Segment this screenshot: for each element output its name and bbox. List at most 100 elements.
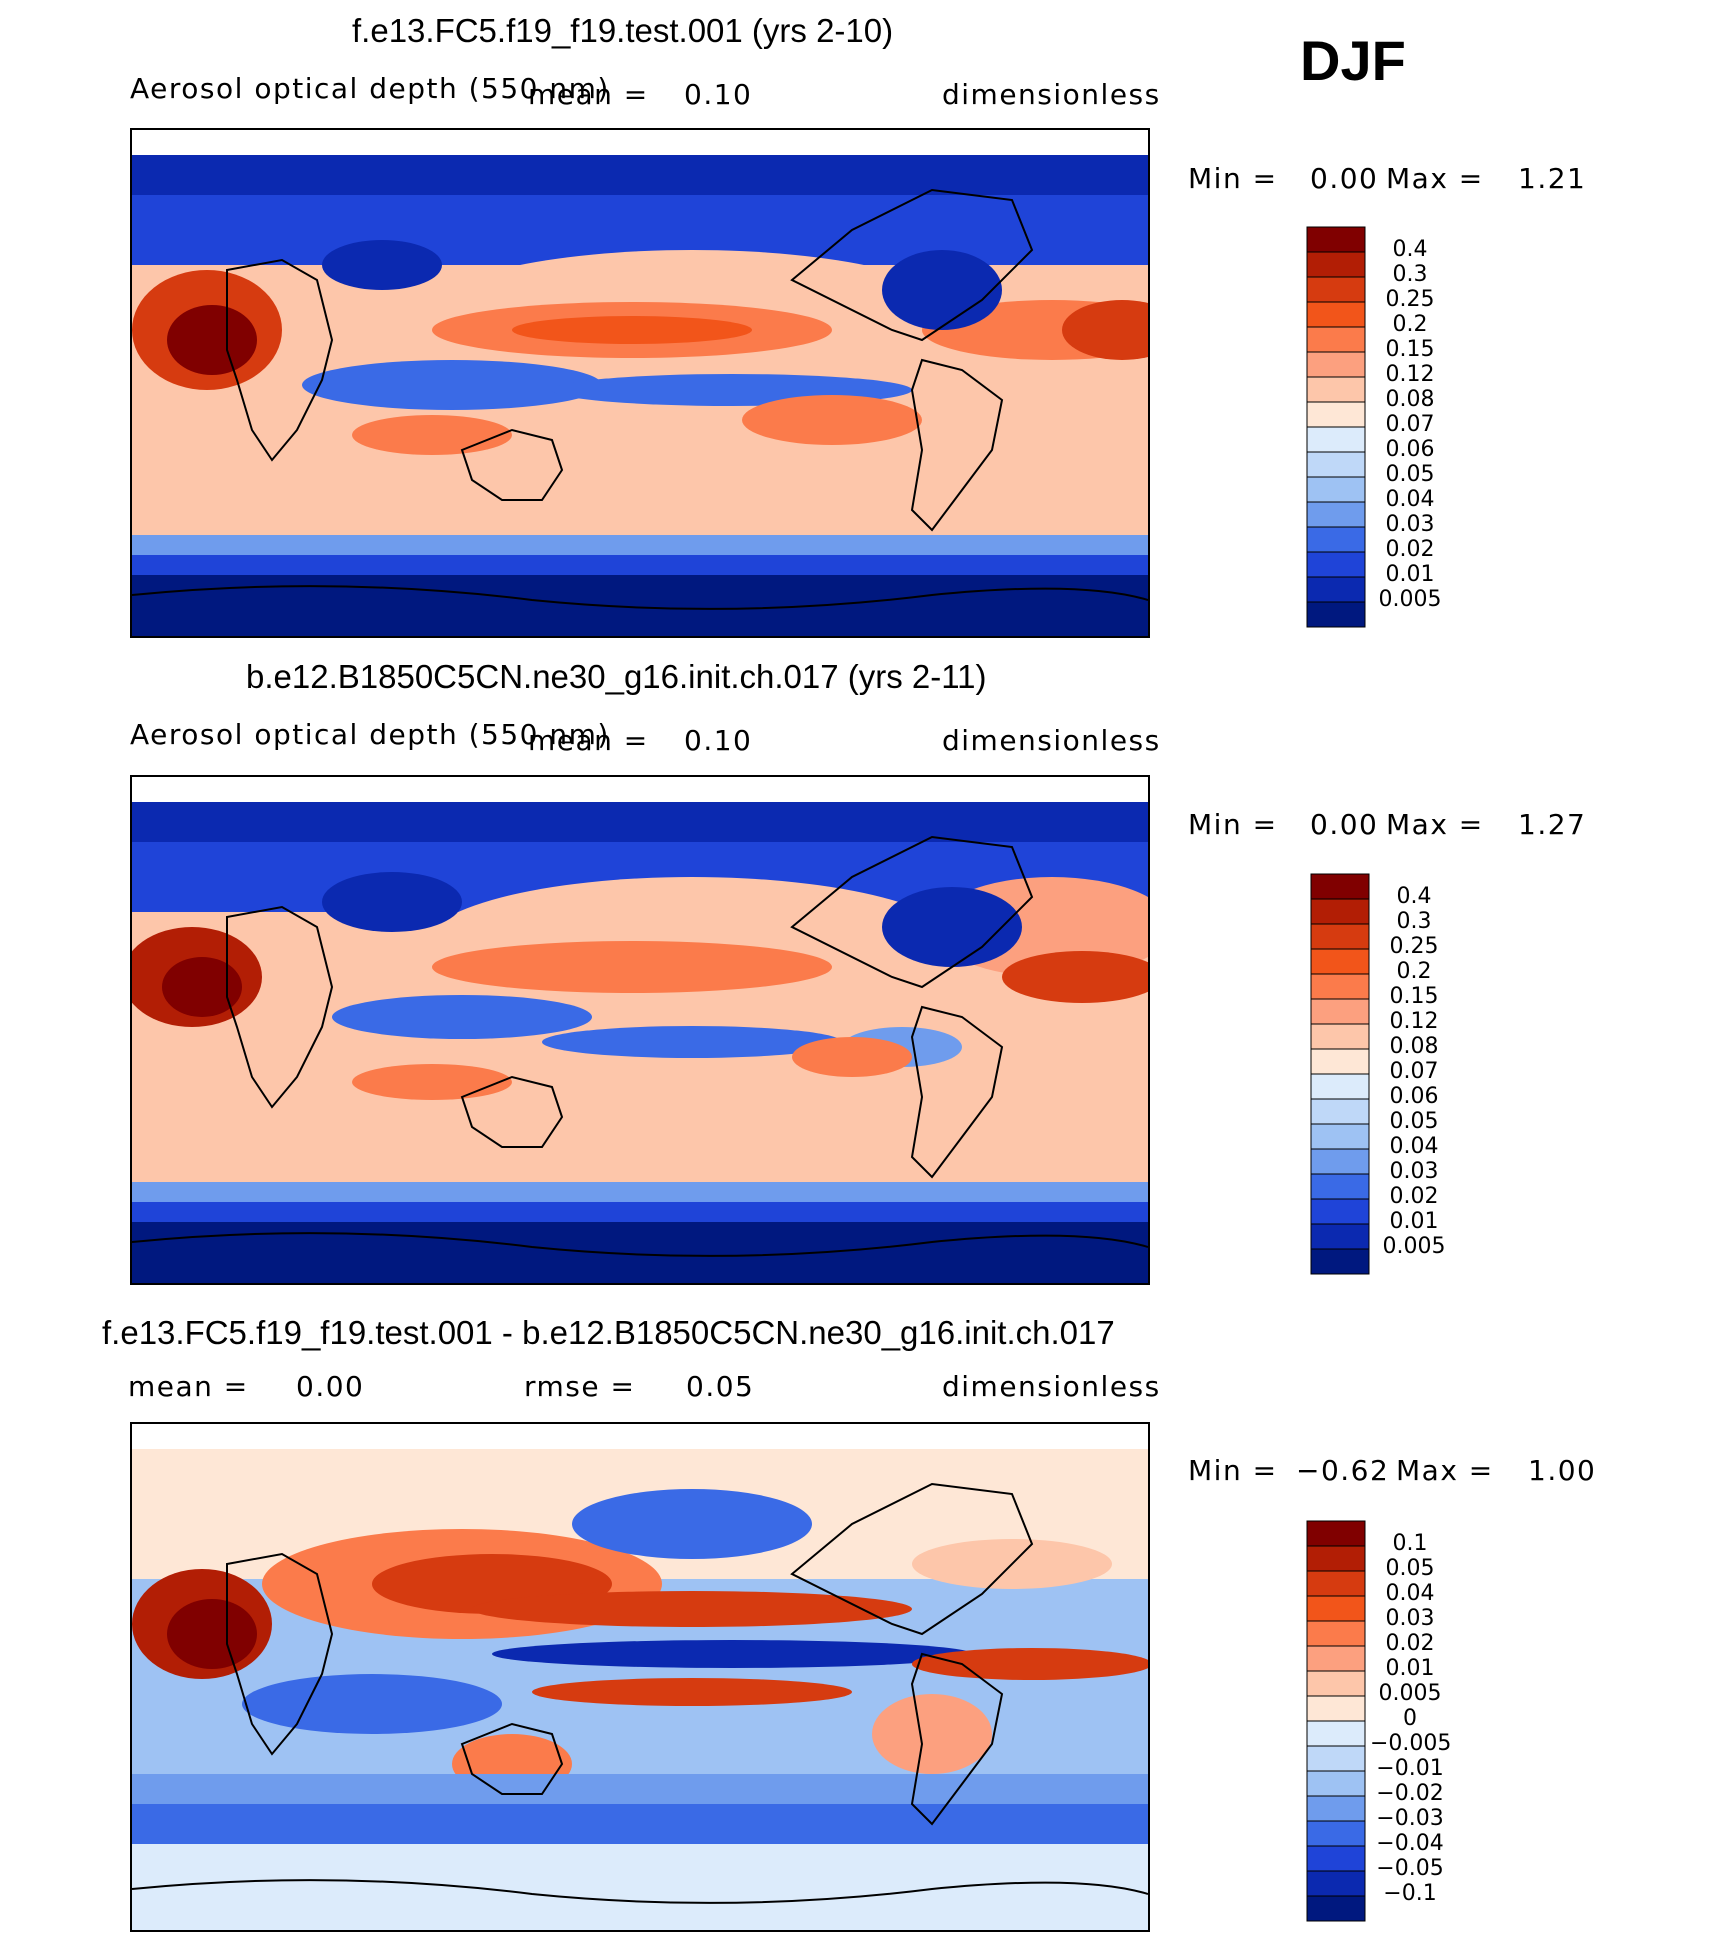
colorbar-swatch <box>1310 948 1370 975</box>
colorbar-label: 0.4 <box>1392 237 1428 262</box>
colorbar-swatch <box>1310 1173 1370 1200</box>
colorbar-swatch <box>1306 1745 1366 1772</box>
colorbar-label: 0.02 <box>1385 537 1435 562</box>
panel-3-rmse-value: 0.05 <box>686 1370 755 1403</box>
colorbar-label: 0.04 <box>1389 1134 1439 1159</box>
colorbar-swatch <box>1306 351 1366 378</box>
colorbar-swatch <box>1310 873 1370 900</box>
panel-3-rmse-label: rmse = <box>524 1370 636 1403</box>
colorbar-swatch <box>1306 1845 1366 1872</box>
colorbar-swatch <box>1306 501 1366 528</box>
colorbar-label: 0.03 <box>1385 1606 1435 1631</box>
panel-2-mean-label: mean = <box>528 724 649 757</box>
colorbar-swatch <box>1306 1870 1366 1897</box>
colorbar-label: 0.12 <box>1389 1009 1439 1034</box>
colorbar-swatch <box>1306 1595 1366 1622</box>
colorbar-label: −0.03 <box>1376 1806 1444 1831</box>
colorbar-label: −0.005 <box>1370 1731 1452 1756</box>
colorbar-swatch <box>1306 326 1366 353</box>
panel-3-units: dimensionless <box>942 1370 1161 1403</box>
colorbar-swatch <box>1310 1023 1370 1050</box>
panel-3-mean-label: mean = <box>128 1370 249 1403</box>
panel-3-min-value: −0.62 <box>1296 1454 1390 1487</box>
colorbar-label: 0.2 <box>1396 959 1432 984</box>
colorbar-label: 0.4 <box>1396 884 1432 909</box>
colorbar-swatch <box>1306 1670 1366 1697</box>
panel-3-mean-value: 0.00 <box>296 1370 365 1403</box>
colorbar-label: 0.1 <box>1392 1531 1428 1556</box>
colorbar-label: 0.005 <box>1378 587 1442 612</box>
colorbar-label: 0.07 <box>1389 1059 1439 1084</box>
panel-2-units: dimensionless <box>942 724 1161 757</box>
colorbar-label: 0.06 <box>1385 437 1435 462</box>
colorbar-swatch <box>1306 376 1366 403</box>
panel-1-field: Aerosol optical depth (550 nm) <box>130 72 610 105</box>
colorbar-swatch <box>1310 1248 1370 1275</box>
colorbar-swatch <box>1310 1048 1370 1075</box>
colorbar-label: 0.03 <box>1389 1159 1439 1184</box>
colorbar-label: 0.005 <box>1382 1234 1446 1259</box>
panel-2-field: Aerosol optical depth (550 nm) <box>130 718 610 751</box>
colorbar-label: −0.04 <box>1376 1831 1444 1856</box>
panel-2-map <box>130 775 1150 1285</box>
colorbar-label: 0.08 <box>1389 1034 1439 1059</box>
panel-3-max-value: 1.00 <box>1528 1454 1597 1487</box>
colorbar-label: 0.06 <box>1389 1084 1439 1109</box>
panel-2-min-value: 0.00 <box>1310 808 1379 841</box>
panel-1-title: f.e13.FC5.f19_f19.test.001 (yrs 2-10) <box>352 12 894 49</box>
colorbar-label: 0.005 <box>1378 1681 1442 1706</box>
colorbar-label: 0.04 <box>1385 1581 1435 1606</box>
colorbar-label: 0.25 <box>1389 934 1439 959</box>
colorbar-swatch <box>1306 401 1366 428</box>
panel-3-colorbar-swatches <box>1306 1520 1366 1922</box>
colorbar-swatch <box>1310 1098 1370 1125</box>
colorbar-label: −0.05 <box>1376 1856 1444 1881</box>
colorbar-swatch <box>1310 1073 1370 1100</box>
colorbar-label: −0.02 <box>1376 1781 1444 1806</box>
colorbar-label: 0.3 <box>1392 262 1428 287</box>
colorbar-swatch <box>1306 276 1366 303</box>
panel-1-map <box>130 128 1150 638</box>
colorbar-label: 0.03 <box>1385 512 1435 537</box>
panel-1-min-label: Min = <box>1188 162 1278 195</box>
panel-2-max-value: 1.27 <box>1518 808 1587 841</box>
colorbar-swatch <box>1310 1223 1370 1250</box>
panel-3-min-label: Min = <box>1188 1454 1278 1487</box>
colorbar-label: 0.05 <box>1385 462 1435 487</box>
panel-3-map <box>130 1422 1150 1932</box>
colorbar-label: 0.25 <box>1385 287 1435 312</box>
panel-2-min-label: Min = <box>1188 808 1278 841</box>
colorbar-swatch <box>1306 601 1366 628</box>
colorbar-swatch <box>1306 1770 1366 1797</box>
colorbar-swatch <box>1306 476 1366 503</box>
panel-2-mean-value: 0.10 <box>684 724 753 757</box>
colorbar-swatch <box>1306 551 1366 578</box>
colorbar-swatch <box>1306 1545 1366 1572</box>
colorbar-swatch <box>1306 1695 1366 1722</box>
panel-1-mean-label: mean = <box>528 78 649 111</box>
panel-1-max-value: 1.21 <box>1518 162 1587 195</box>
panel-3-max-label: Max = <box>1396 1454 1494 1487</box>
panel-1-colorbar <box>1306 226 1366 636</box>
colorbar-label: 0.3 <box>1396 909 1432 934</box>
season-label: DJF <box>1300 29 1406 92</box>
colorbar-swatch <box>1310 1123 1370 1150</box>
colorbar-label: 0.02 <box>1385 1631 1435 1656</box>
colorbar-swatch <box>1306 1895 1366 1922</box>
colorbar-swatch <box>1306 451 1366 478</box>
colorbar-swatch <box>1306 426 1366 453</box>
panel-3-title: f.e13.FC5.f19_f19.test.001 - b.e12.B1850… <box>102 1314 1115 1351</box>
panel-2-title: b.e12.B1850C5CN.ne30_g16.init.ch.017 (yr… <box>246 658 987 695</box>
colorbar-label: 0.08 <box>1385 387 1435 412</box>
colorbar-label: 0.01 <box>1385 562 1435 587</box>
panel-2-colorbar <box>1310 873 1370 1283</box>
colorbar-swatch <box>1310 998 1370 1025</box>
colorbar-swatch <box>1310 973 1370 1000</box>
panel-3-colorbar <box>1306 1520 1366 1930</box>
colorbar-swatch <box>1310 898 1370 925</box>
colorbar-label: 0 <box>1403 1706 1417 1731</box>
colorbar-swatch <box>1306 1620 1366 1647</box>
colorbar-label: 0.01 <box>1389 1209 1439 1234</box>
panel-2-max-label: Max = <box>1386 808 1484 841</box>
panel-1-max-label: Max = <box>1386 162 1484 195</box>
